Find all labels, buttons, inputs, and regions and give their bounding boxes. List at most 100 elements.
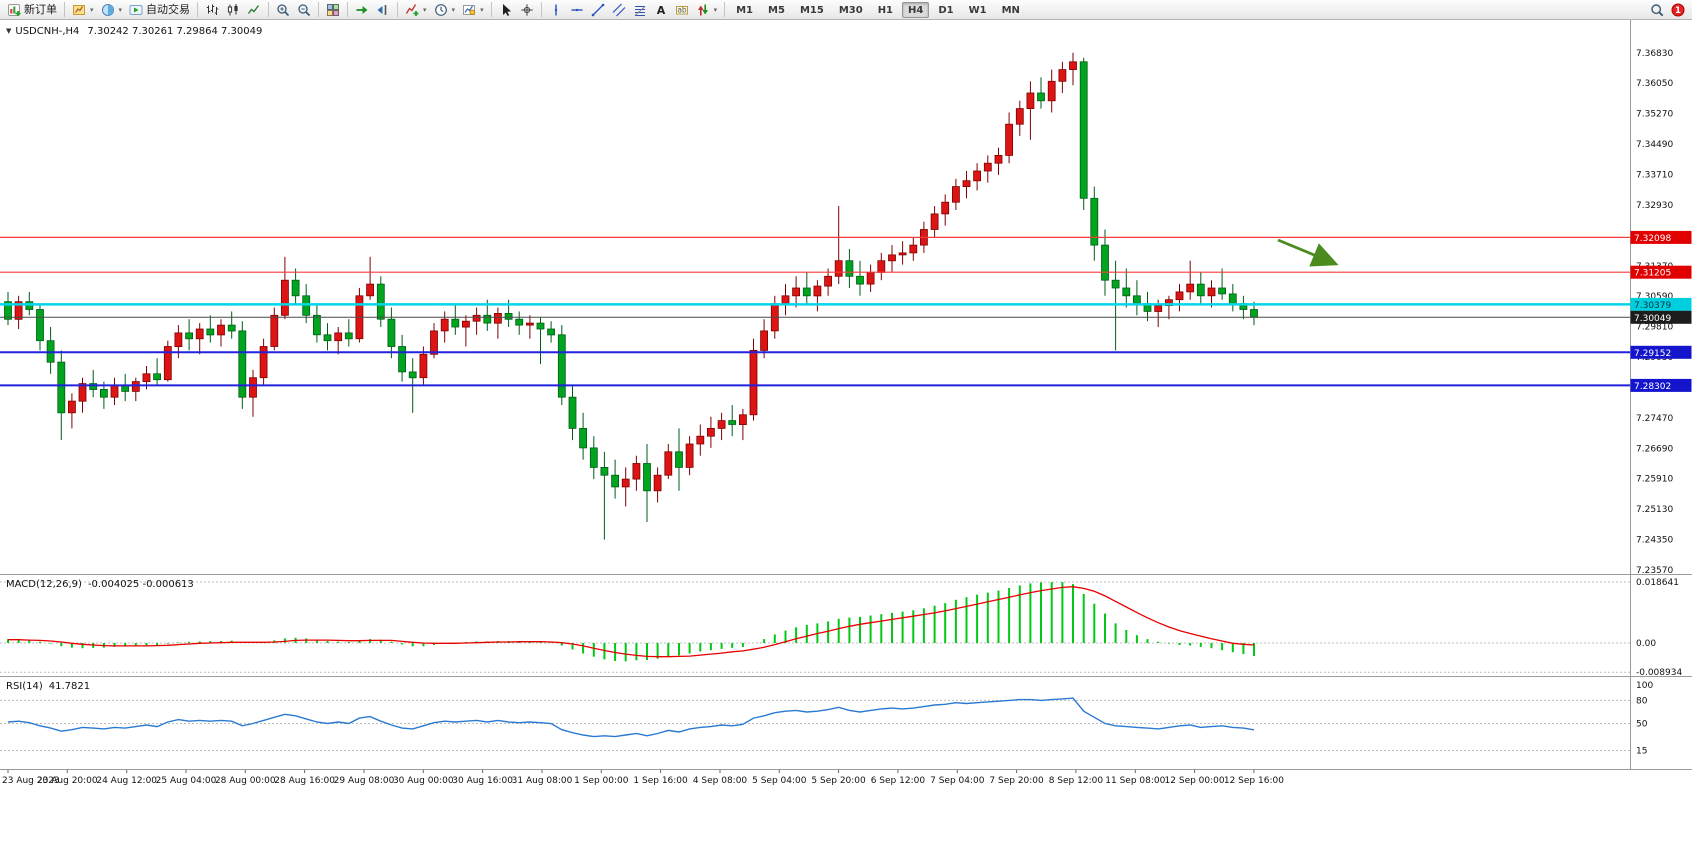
crosshair-button[interactable]	[517, 1, 537, 19]
toolbar-separator	[540, 2, 542, 17]
indicators-icon	[405, 3, 419, 16]
algo-trading-button[interactable]: 自动交易	[126, 1, 193, 19]
price-badge-7.30049: 7.30049	[1630, 310, 1692, 324]
svg-text:24 Aug 12:00: 24 Aug 12:00	[96, 776, 157, 786]
svg-text:7.32930: 7.32930	[1636, 201, 1673, 211]
text-label-icon: ab	[675, 5, 688, 14]
zoom-out-icon	[298, 3, 311, 16]
svg-text:25 Aug 04:00: 25 Aug 04:00	[156, 776, 217, 786]
text-button[interactable]: A	[651, 1, 671, 19]
vertical-line-button[interactable]	[546, 1, 566, 19]
svg-text:30 Aug 00:00: 30 Aug 00:00	[393, 776, 454, 786]
cursor-icon	[502, 3, 511, 16]
zoom-in-button[interactable]	[273, 1, 293, 19]
timeframe-m30-button[interactable]: M30	[838, 4, 863, 16]
new-chart-button[interactable]: ▾	[69, 1, 97, 19]
tile-windows-icon	[327, 3, 340, 16]
svg-text:7.27470: 7.27470	[1636, 414, 1673, 424]
candlestick-button[interactable]	[223, 1, 243, 19]
timeframe-d1-button[interactable]: D1	[938, 4, 954, 16]
new-order-icon	[8, 3, 21, 16]
timeframe-h1-button[interactable]: H1	[877, 4, 894, 16]
cursor-button[interactable]	[496, 1, 516, 19]
svg-text:5 Sep 20:00: 5 Sep 20:00	[811, 776, 866, 786]
price-badge-7.28302: 7.28302	[1630, 378, 1692, 392]
new-order-button[interactable]: 新订单	[4, 1, 60, 19]
candlestick-icon	[227, 3, 238, 15]
fibonacci-icon	[634, 5, 645, 16]
crosshair-icon	[520, 3, 533, 16]
svg-text:7.30379: 7.30379	[1634, 301, 1671, 311]
line-chart-button[interactable]	[244, 1, 264, 19]
profiles-icon	[101, 3, 114, 16]
tile-windows-button[interactable]	[323, 1, 343, 19]
notification-badge[interactable]: 1	[1668, 1, 1688, 19]
auto-scroll-button[interactable]	[352, 1, 372, 19]
svg-text:7.30049: 7.30049	[1634, 314, 1671, 324]
macd-panel: 0.018641 0.00 -0.008934	[0, 578, 1682, 678]
trendline-icon	[591, 3, 604, 16]
svg-text:5 Sep 04:00: 5 Sep 04:00	[752, 776, 807, 786]
periods-icon	[434, 3, 447, 16]
new-order-button-label: 新订单	[24, 2, 57, 16]
svg-text:7.28302: 7.28302	[1634, 382, 1671, 392]
templates-button[interactable]: ▾	[459, 1, 487, 19]
zoom-out-button[interactable]	[294, 1, 314, 19]
rsi-panel: 100 80 50 15	[0, 681, 1653, 757]
profiles-button[interactable]: ▾	[98, 1, 126, 19]
fibonacci-button[interactable]	[630, 1, 650, 19]
price-badge-7.32098: 7.32098	[1630, 230, 1692, 244]
text-label-button[interactable]: ab	[672, 1, 692, 19]
equidistant-channel-button[interactable]	[609, 1, 629, 19]
algo-play-icon	[129, 4, 143, 15]
bar-chart-button[interactable]	[202, 1, 222, 19]
svg-text:12 Sep 00:00: 12 Sep 00:00	[1165, 776, 1225, 786]
one-click-trading-toggle-icon[interactable]: ▼	[6, 27, 12, 35]
timeframe-m15-button[interactable]: M15	[799, 4, 824, 16]
macd-signal-line	[8, 586, 1255, 658]
svg-text:7.36050: 7.36050	[1636, 79, 1673, 89]
timeframe-m1-button[interactable]: M1	[736, 4, 754, 16]
trend-arrow-object[interactable]	[1277, 238, 1339, 267]
periods-button[interactable]: ▾	[431, 1, 459, 19]
svg-text:7.30590: 7.30590	[1636, 292, 1673, 302]
macd-histogram	[7, 582, 1255, 662]
svg-text:8 Sep 12:00: 8 Sep 12:00	[1049, 776, 1104, 786]
svg-text:31 Aug 08:00: 31 Aug 08:00	[512, 776, 573, 786]
svg-text:11 Sep 08:00: 11 Sep 08:00	[1105, 776, 1165, 786]
svg-text:7.29152: 7.29152	[1634, 349, 1671, 359]
svg-text:7.31205: 7.31205	[1634, 269, 1671, 279]
toolbar-separator	[490, 2, 492, 17]
svg-text:7.36830: 7.36830	[1636, 49, 1673, 59]
svg-text:7.25910: 7.25910	[1636, 475, 1673, 485]
timeframe-w1-button[interactable]: W1	[968, 4, 987, 16]
timeframe-m5-button[interactable]: M5	[768, 4, 785, 16]
arrows-button[interactable]: ▾	[693, 1, 721, 19]
svg-text:23 Aug 20:00: 23 Aug 20:00	[37, 776, 98, 786]
svg-text:80: 80	[1636, 696, 1648, 706]
price-badge-7.29152: 7.29152	[1630, 345, 1692, 359]
svg-text:A: A	[656, 4, 665, 17]
dropdown-caret-icon: ▾	[423, 5, 427, 14]
timeframe-h4-button[interactable]: H4	[902, 1, 930, 18]
rsi-line	[7, 697, 1255, 738]
horizontal-line-icon	[571, 8, 583, 11]
horizontal-line-button[interactable]	[567, 1, 587, 19]
chart-shift-icon	[377, 4, 387, 15]
text-icon: A	[656, 4, 665, 17]
vertical-line-icon	[554, 4, 557, 15]
toolbar-separator	[197, 2, 199, 17]
dropdown-caret-icon: ▾	[713, 5, 718, 14]
timeframe-mn-button[interactable]: MN	[1001, 4, 1020, 16]
indicators-button[interactable]: ▾	[402, 1, 430, 19]
search-button[interactable]	[1647, 1, 1667, 19]
svg-text:1: 1	[1675, 6, 1681, 16]
svg-text:1 Sep 00:00: 1 Sep 00:00	[574, 776, 629, 786]
svg-text:23 Aug 2023: 23 Aug 2023	[2, 776, 60, 786]
chart-shift-button[interactable]	[373, 1, 393, 19]
trendline-button[interactable]	[588, 1, 608, 19]
svg-text:1 Sep 16:00: 1 Sep 16:00	[633, 776, 688, 786]
